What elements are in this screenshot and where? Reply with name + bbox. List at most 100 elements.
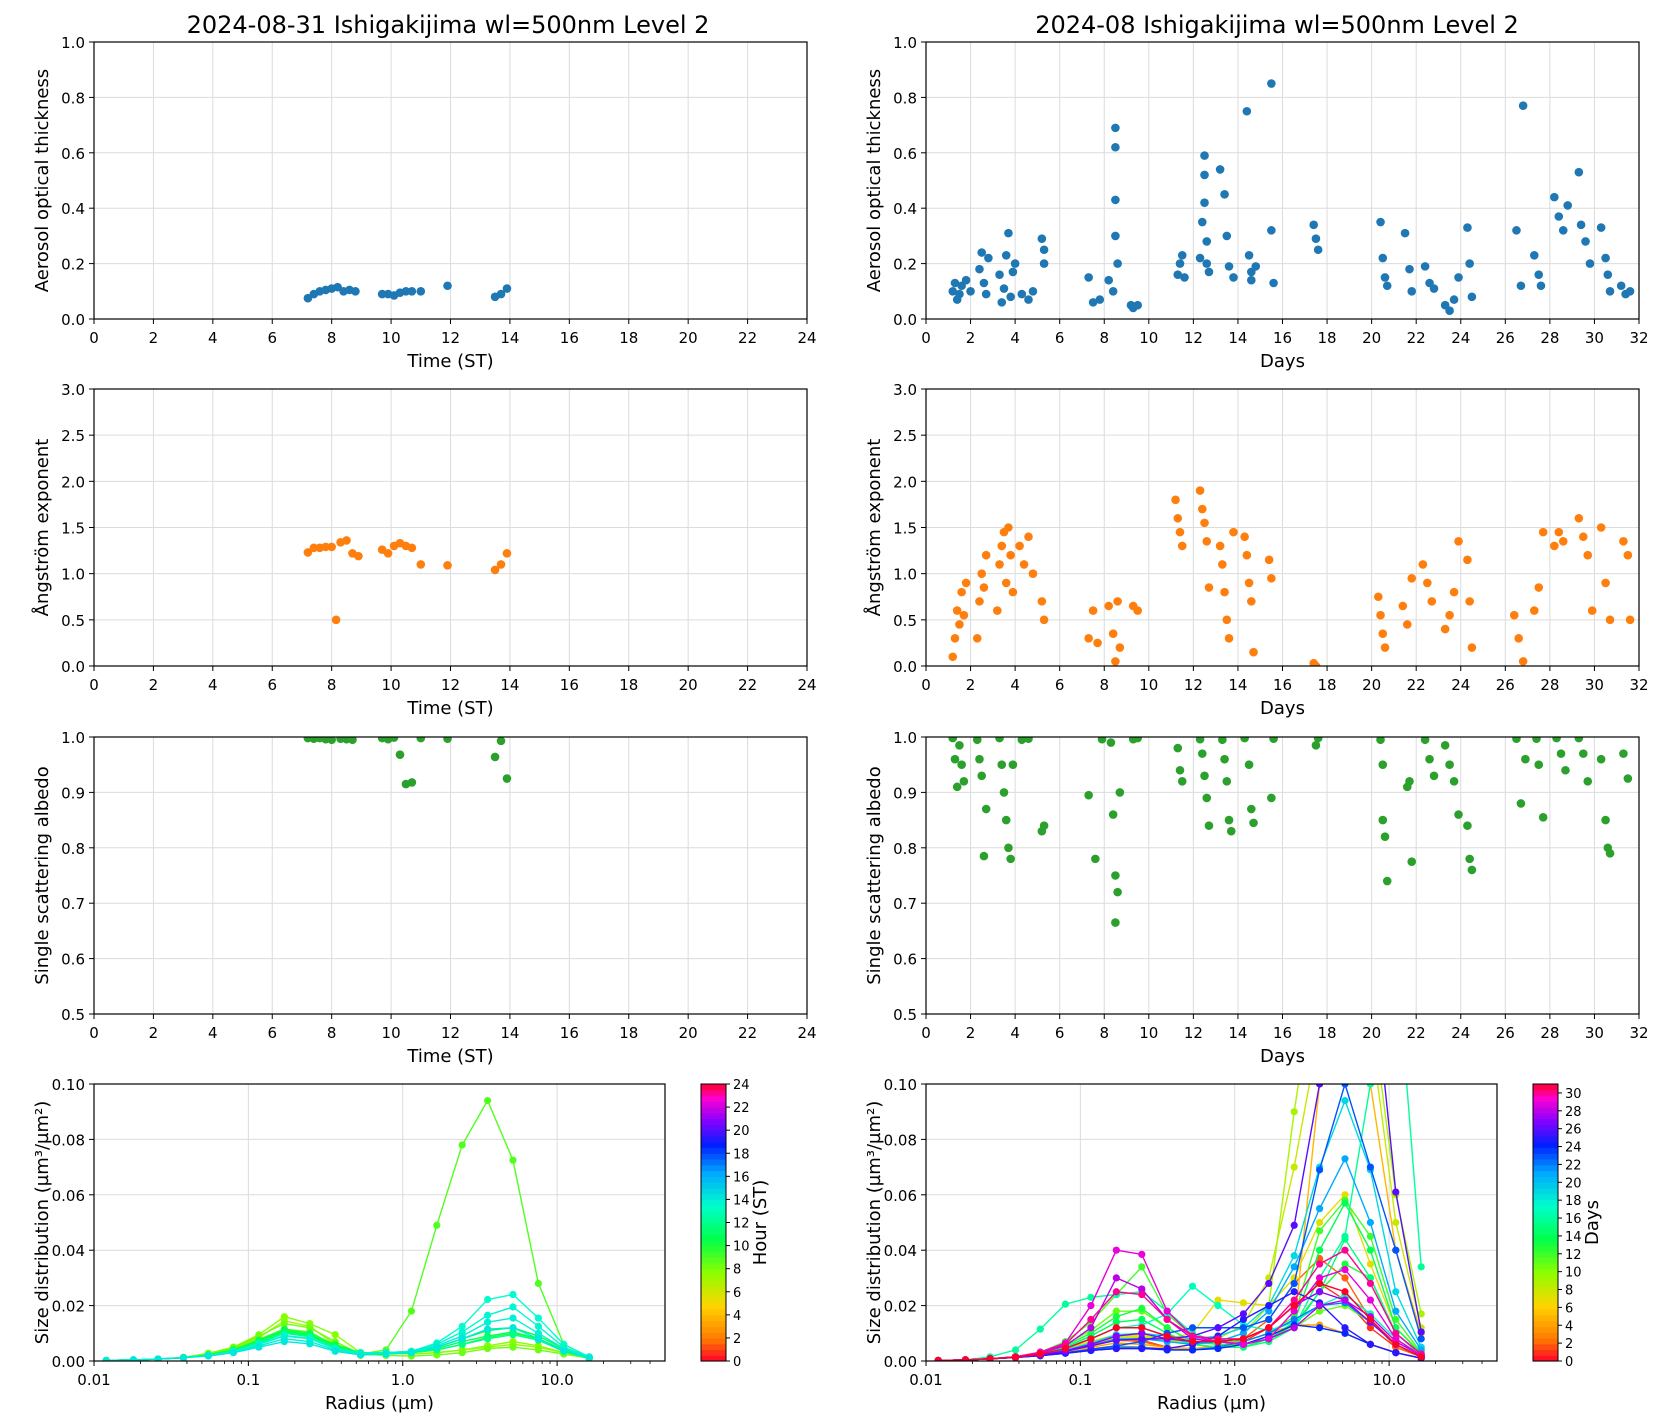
x-tick-label: 18 [619,676,638,694]
data-point [1175,765,1185,775]
data-point [1001,250,1011,260]
x-tick-label: 16 [560,676,579,694]
colorbar-band [701,1332,726,1339]
x-tick-label: 22 [1407,676,1426,694]
data-point [1534,760,1544,769]
x-tick-label: 20 [679,1024,698,1042]
x-tick-label: 16 [560,329,579,347]
series-point [255,1343,263,1351]
series-point [1138,1250,1146,1258]
series-point [1265,1324,1273,1332]
data-point [1536,281,1546,291]
data-point [1267,793,1276,803]
colorbar-band [1533,1274,1558,1281]
colorbar-band [701,1095,726,1102]
plot-frame [925,41,1640,320]
data-point [1518,101,1528,111]
series-point [433,1351,441,1359]
chart-daily-ssa: 0.50.60.70.80.91.00 2 4 6 8 10 12 14 16 18 20 22 24T… [32,729,817,1067]
data-point [1037,234,1047,243]
series-point [483,1295,492,1304]
series-point [306,1340,314,1348]
chart-monthly-ssa: 0.50.60.70.80.91.00 2 4 6 8 10 12 14 16 18 20 22 24 2… [864,729,1649,1067]
series-point [961,1356,970,1361]
x-tick-label: 26 [1496,1024,1515,1042]
data-point [1605,287,1615,296]
data-point [1084,273,1093,282]
colorbar-band [701,1234,726,1241]
x-tick-label: 20 [1362,1024,1381,1042]
data-point [1224,815,1234,825]
series-point [1315,1166,1324,1174]
plot-frame [93,41,808,320]
x-tick-label: 16 [1273,1024,1292,1042]
data-point [961,578,971,588]
data-point [948,287,958,296]
colorbar-band [701,1176,726,1183]
y-axis-label: Ångström exponent [863,439,885,617]
series-point [1265,1279,1273,1288]
data-point [1215,541,1225,551]
series-line [106,1327,590,1361]
x-tick-label: 0 [921,1024,931,1042]
plot-area [948,79,1635,315]
data-point [981,550,991,560]
data-point [1311,661,1321,666]
x-tick-label: 6 [267,329,277,347]
y-tick-label: 0.04 [52,1242,85,1260]
series-point [1239,1329,1248,1337]
x-tick-label: 8 [1099,676,1109,694]
colorbar-tick-label: 8 [1565,1284,1573,1299]
data-point [1001,578,1011,588]
data-point [975,597,984,606]
plot-area [934,942,1425,1361]
y-axis-label: Single scattering albedo [864,766,885,984]
x-tick-label: 12 [1184,1024,1203,1042]
colorbar-tick-label: 4 [733,1309,741,1324]
series-point [1138,1285,1146,1293]
x-tick-label: 2 [149,676,159,694]
series-point [458,1349,466,1357]
x-tick-label: 2 [149,329,159,347]
series-point [1163,1344,1171,1353]
series-point [1188,1338,1197,1346]
data-point [1378,629,1388,638]
y-tick-label: 3.0 [61,381,85,399]
series-point [1163,1307,1171,1315]
data-point [1269,278,1278,288]
series-point [1341,1232,1349,1240]
data-point [1532,737,1541,743]
series-point [534,1322,543,1330]
data-point [1449,587,1459,597]
x-tick-label: 6 [1055,676,1065,694]
data-point [1382,876,1392,886]
data-point [309,543,319,553]
colorbar-band [1533,1355,1558,1362]
data-point [1111,142,1120,152]
data-point [342,536,351,545]
x-tick-label: 6 [1055,329,1065,347]
series-point [1341,1191,1349,1199]
data-point [993,606,1002,615]
x-tick-label: 20 [679,329,698,347]
data-point [979,583,989,592]
series-point [458,1322,466,1330]
data-point [1445,610,1454,620]
x-tick-label: 8 [327,329,337,347]
data-point [1400,228,1410,238]
data-point [407,543,417,553]
colorbar-tick-label: 22 [1565,1158,1582,1173]
data-point [1378,253,1388,263]
data-point [1601,578,1610,588]
colorbar-band [1533,1228,1558,1235]
y-tick-label: 0.9 [61,784,85,802]
colorbar-band [1533,1337,1558,1345]
series-point [1392,942,1399,949]
data-point [1197,504,1207,514]
y-tick-label: 0.5 [893,1006,917,1024]
data-point [1224,634,1234,643]
data-point [1095,295,1105,304]
chart-monthly-size-distribution: 0.00 0.02 0.04 0.06 0.08 0.10 0.01 0.1 1.0 10.0 Ra… [864,942,1603,1414]
colorbar-band [1533,1268,1558,1276]
data-point [1247,597,1256,606]
